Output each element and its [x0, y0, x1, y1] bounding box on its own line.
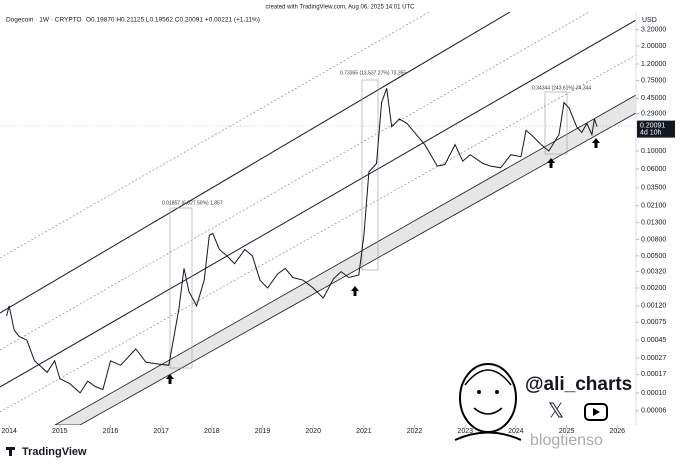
- x-tick-label: 2016: [103, 428, 119, 435]
- y-tick-label: 0.00010: [641, 390, 666, 397]
- youtube-icon: [584, 403, 608, 421]
- y-tick-label: 0.00320: [641, 268, 666, 275]
- y-tick-label: 0.75000: [641, 77, 666, 84]
- y-tick-label: 0.29000: [641, 111, 666, 118]
- measure-box: [544, 91, 568, 155]
- platform-logo: TradingView: [22, 446, 87, 458]
- channel-line: [0, 19, 636, 388]
- x-tick-label: 2021: [356, 428, 372, 435]
- y-tick-label: 0.00006: [641, 408, 666, 415]
- annotation: 0.01857 (6,027.50%) 1,857: [162, 200, 223, 206]
- author: @ali_charts: [525, 374, 632, 395]
- y-tick-label: 0.00045: [641, 337, 666, 344]
- y-tick-label: 0.00500: [641, 253, 666, 260]
- y-tick-label: 0.00075: [641, 319, 666, 326]
- x-icon: 𝕏: [548, 400, 564, 422]
- x-tick-label: 2018: [204, 428, 220, 435]
- y-tick-label: 0.01300: [641, 219, 666, 226]
- logo-icon: [6, 447, 15, 456]
- y-tick-label: 0.02100: [641, 203, 666, 210]
- credit: created with TradingView.com, Aug 06, 20…: [266, 5, 416, 11]
- countdown: 4d 10h: [640, 129, 662, 136]
- arrow: [166, 374, 174, 384]
- youtube-icon: [593, 408, 600, 416]
- price-label-box: [637, 120, 675, 138]
- price-line: [6, 88, 598, 394]
- x-tick-label: 2022: [407, 428, 423, 435]
- channel-line: [0, 12, 511, 314]
- annotation: 0.73355 (13,537.27%) 73,355: [340, 70, 406, 76]
- y-tick-label: 1.20000: [641, 61, 666, 68]
- y-tick-label: 0.00800: [641, 236, 666, 243]
- y-tick-label: 0.03500: [641, 185, 666, 192]
- x-tick-label: 2024: [508, 428, 524, 435]
- x-tick-label: 2015: [52, 428, 68, 435]
- avatar: [454, 363, 522, 441]
- arrow: [547, 158, 555, 168]
- x-tick-label: 2025: [559, 428, 575, 435]
- drawings: [0, 12, 636, 425]
- y-tick-label: 3.20000: [641, 27, 666, 34]
- x-tick-label: 2026: [609, 428, 625, 435]
- x-tick-label: 2019: [255, 428, 271, 435]
- symbol: Dogecoin · 1W · CRYPTO: [6, 17, 82, 24]
- watermark: blogtienso: [530, 432, 603, 449]
- measure-box: [169, 207, 193, 369]
- y-tick-label: 0.45000: [641, 95, 666, 102]
- measure-box: [361, 79, 379, 271]
- annotation: 0.34344 (243.61%) 34,344: [532, 85, 591, 91]
- y-tick-label: 0.00120: [641, 303, 666, 310]
- support-band: [54, 94, 636, 425]
- x-tick-label: 2014: [1, 428, 17, 435]
- arrows: [166, 138, 600, 384]
- y-tick-label: 2.00000: [641, 43, 666, 50]
- y-tick-label: 0.00200: [641, 285, 666, 292]
- y-tick-label: 0.00017: [641, 371, 666, 378]
- arrow: [351, 286, 359, 296]
- arrow: [592, 138, 600, 148]
- y-tick-label: 0.10000: [641, 148, 666, 155]
- x-tick-label: 2020: [305, 428, 321, 435]
- y-tick-label: 0.00027: [641, 355, 666, 362]
- channel-dotted: [0, 54, 636, 413]
- price-label: 0.20091: [640, 122, 665, 129]
- x-tick-label: 2023: [457, 428, 473, 435]
- x-tick-label: 2017: [153, 428, 169, 435]
- currency: USD: [642, 17, 657, 24]
- y-tick-label: 0.06000: [641, 166, 666, 173]
- ohlc: O0.19870 H0.21125 L0.19562 C0.20091 +0.0…: [86, 17, 260, 24]
